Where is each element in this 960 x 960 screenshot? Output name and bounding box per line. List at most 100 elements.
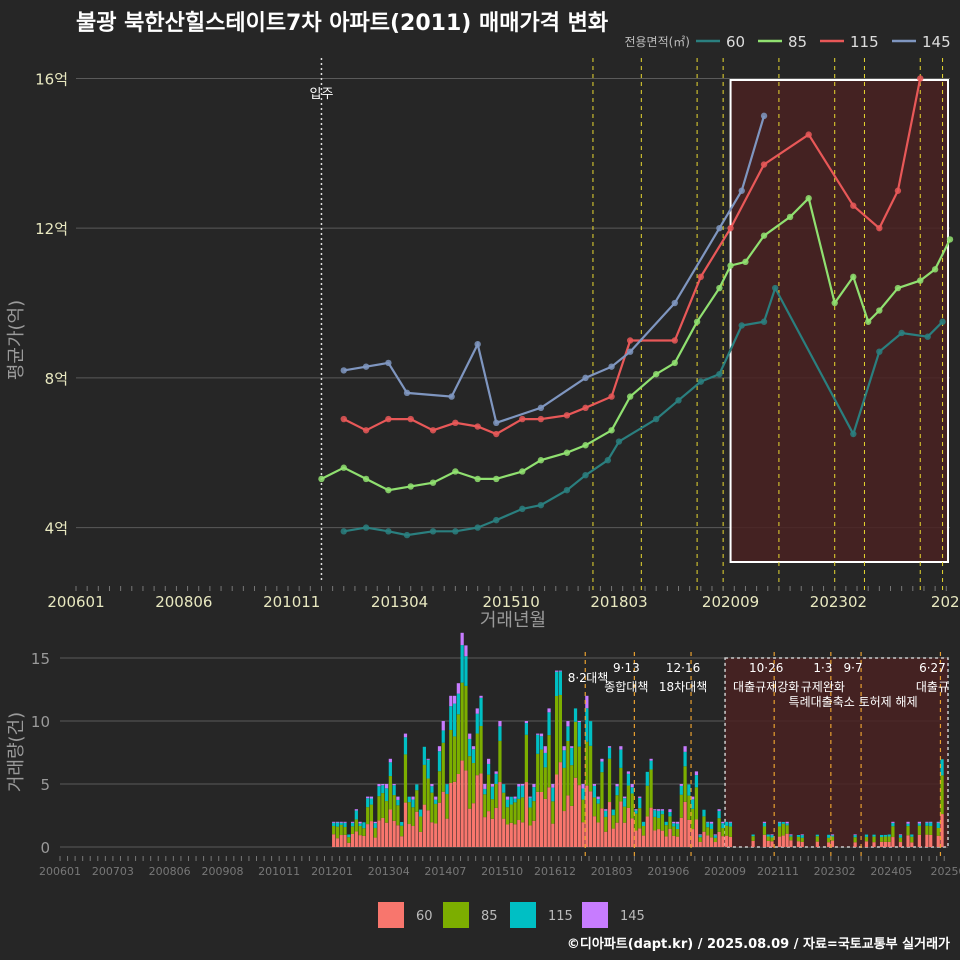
bar-segment-145 [649,758,653,761]
bar-segment-115 [441,730,445,743]
data-point-60 [697,378,705,385]
x-tick-label: 200908 [201,865,243,878]
y-axis-title: 거래량(건) [6,712,27,792]
bar-segment-115 [751,834,755,837]
bar-segment-85 [683,766,687,802]
data-point-85 [563,449,571,456]
bar-segment-145 [468,733,472,739]
legend-label-85: 85 [481,909,498,924]
x-tick-label: 2025 [931,593,960,611]
bar-segment-115 [347,834,351,838]
bar-segment-115 [339,822,343,825]
bar-segment-85 [649,769,653,808]
bar-segment-145 [925,821,929,823]
y-tick-label: 0 [40,839,50,857]
bar-segment-60 [815,841,819,847]
bar-segment-85 [543,767,547,799]
data-point-60 [385,528,392,535]
bar-segment-115 [486,763,491,775]
data-point-115 [697,273,705,281]
legend-swatch-145 [582,902,608,928]
bar-segment-60 [524,782,528,847]
bar-segment-115 [592,785,597,798]
bar-segment-60 [426,810,430,847]
bar-segment-60 [339,835,343,847]
bar-segment-60 [698,841,702,847]
bar-segment-115 [619,749,623,768]
bar-segment-85 [721,828,725,837]
bar-segment-60 [384,822,389,847]
x-tick-label: 201510 [481,865,523,878]
bar-segment-115 [611,809,615,816]
bar-segment-115 [343,822,347,827]
bar-segment-85 [766,836,770,841]
bar-segment-115 [815,834,819,837]
bar-segment-145 [339,821,343,823]
bar-segment-85 [940,775,944,815]
bar-segment-85 [589,745,593,792]
bar-segment-115 [910,834,914,837]
bar-segment-145 [460,632,464,646]
bar-segment-85 [498,740,502,783]
annotation-text: 18차대책 [659,679,707,694]
series-line-85 [321,196,951,492]
bar-segment-85 [898,837,903,843]
data-point-85 [786,213,794,221]
bar-segment-115 [706,822,710,828]
data-point-115 [452,419,459,426]
bar-segment-145 [762,821,767,823]
bar-segment-115 [657,810,661,818]
bar-segment-85 [343,826,347,835]
bar-segment-145 [517,784,521,787]
bar-segment-60 [536,791,540,847]
data-point-85 [608,427,615,434]
data-point-115 [727,224,734,232]
data-point-60 [675,397,682,404]
bar-segment-115 [369,798,374,805]
data-point-85 [362,475,370,483]
bar-segment-85 [796,836,801,842]
data-point-85 [493,475,500,483]
highlight-region [724,657,949,848]
bar-segment-60 [517,820,521,847]
bar-segment-145 [600,758,604,762]
bar-segment-115 [762,822,767,827]
data-point-60 [563,486,571,494]
bar-segment-115 [728,822,733,827]
data-point-60 [493,516,500,524]
bar-segment-85 [479,725,483,774]
x-tick-label: 200703 [92,865,134,878]
bar-segment-115 [543,752,547,768]
bar-segment-115 [558,671,563,695]
bar-segment-60 [657,829,661,847]
data-point-85 [831,299,838,307]
bar-segment-85 [785,825,789,834]
bar-segment-60 [392,820,396,847]
bar-segment-115 [777,822,782,827]
bar-segment-85 [392,795,396,821]
bar-segment-115 [925,822,929,826]
bar-segment-115 [373,823,377,828]
bar-segment-60 [611,828,615,847]
bar-segment-85 [350,826,355,834]
bar-segment-145 [706,821,710,823]
bar-segment-85 [369,804,374,822]
bar-segment-60 [777,836,782,847]
bar-segment-60 [728,836,733,847]
data-point-85 [429,479,437,486]
bar-segment-60 [906,835,910,847]
bar-segment-85 [762,826,767,835]
data-point-60 [652,415,660,423]
bar-segment-85 [706,827,710,836]
bar-segment-115 [929,822,933,827]
chart-title: 불광 북한산힐스테이트7차 아파트(2011) 매매가격 변화 [76,11,608,36]
bar-segment-145 [777,821,782,823]
data-point-60 [898,329,905,337]
data-point-145 [716,224,723,232]
bar-segment-60 [917,834,921,847]
bar-segment-60 [547,787,551,847]
bar-segment-115 [702,809,706,817]
bar-segment-145 [449,695,453,707]
bar-segment-85 [638,808,642,829]
